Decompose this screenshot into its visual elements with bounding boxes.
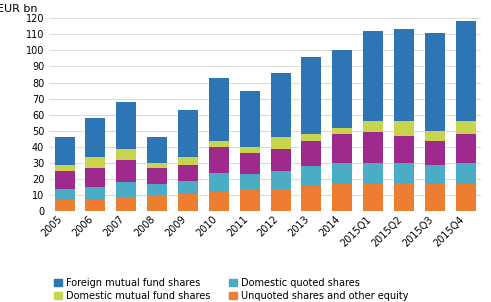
Legend: Foreign mutual fund shares, Domestic mutual fund shares, Foreign quoted shares, : Foreign mutual fund shares, Domestic mut… — [54, 278, 409, 302]
Bar — [55, 200, 75, 211]
Bar — [147, 195, 167, 211]
Bar — [456, 184, 476, 211]
Bar — [85, 200, 106, 211]
Bar — [178, 165, 198, 181]
Bar — [332, 134, 353, 163]
Bar — [178, 181, 198, 194]
Bar — [209, 192, 229, 211]
Bar — [178, 110, 198, 157]
Bar — [301, 166, 322, 186]
Bar — [271, 137, 291, 149]
Bar — [85, 157, 106, 168]
Bar — [240, 147, 260, 153]
Bar — [55, 171, 75, 189]
Bar — [271, 149, 291, 171]
Bar — [209, 147, 229, 173]
Bar — [332, 50, 353, 128]
Bar — [240, 174, 260, 191]
Bar — [240, 153, 260, 174]
Bar — [147, 168, 167, 184]
Bar — [301, 57, 322, 134]
Bar — [363, 184, 383, 211]
Bar — [394, 136, 414, 163]
Bar — [456, 21, 476, 121]
Bar — [332, 128, 353, 134]
Bar — [363, 121, 383, 133]
Bar — [178, 194, 198, 211]
Bar — [301, 140, 322, 166]
Bar — [209, 173, 229, 192]
Bar — [271, 73, 291, 137]
Bar — [394, 184, 414, 211]
Bar — [85, 118, 106, 157]
Bar — [209, 78, 229, 140]
Bar — [425, 131, 445, 140]
Bar — [456, 121, 476, 134]
Bar — [394, 29, 414, 121]
Bar — [116, 160, 136, 182]
Bar — [147, 184, 167, 195]
Bar — [332, 184, 353, 211]
Bar — [178, 157, 198, 165]
Bar — [209, 140, 229, 147]
Bar — [425, 165, 445, 184]
Bar — [425, 33, 445, 131]
Bar — [271, 189, 291, 211]
Bar — [456, 163, 476, 184]
Bar — [425, 140, 445, 165]
Bar — [301, 134, 322, 140]
Bar — [147, 137, 167, 163]
Bar — [301, 186, 322, 211]
Bar — [394, 121, 414, 136]
Bar — [240, 91, 260, 147]
Bar — [116, 149, 136, 160]
Bar — [116, 182, 136, 197]
Bar — [116, 197, 136, 211]
Bar — [363, 163, 383, 184]
Bar — [332, 163, 353, 184]
Bar — [425, 184, 445, 211]
Bar — [55, 137, 75, 165]
Bar — [363, 31, 383, 121]
Bar — [147, 163, 167, 168]
Bar — [456, 134, 476, 163]
Bar — [55, 189, 75, 200]
Bar — [55, 165, 75, 171]
Bar — [85, 187, 106, 200]
Text: EUR bn: EUR bn — [0, 4, 38, 14]
Bar — [85, 168, 106, 187]
Bar — [240, 191, 260, 211]
Bar — [271, 171, 291, 189]
Bar — [116, 102, 136, 149]
Bar — [394, 163, 414, 184]
Bar — [363, 133, 383, 163]
